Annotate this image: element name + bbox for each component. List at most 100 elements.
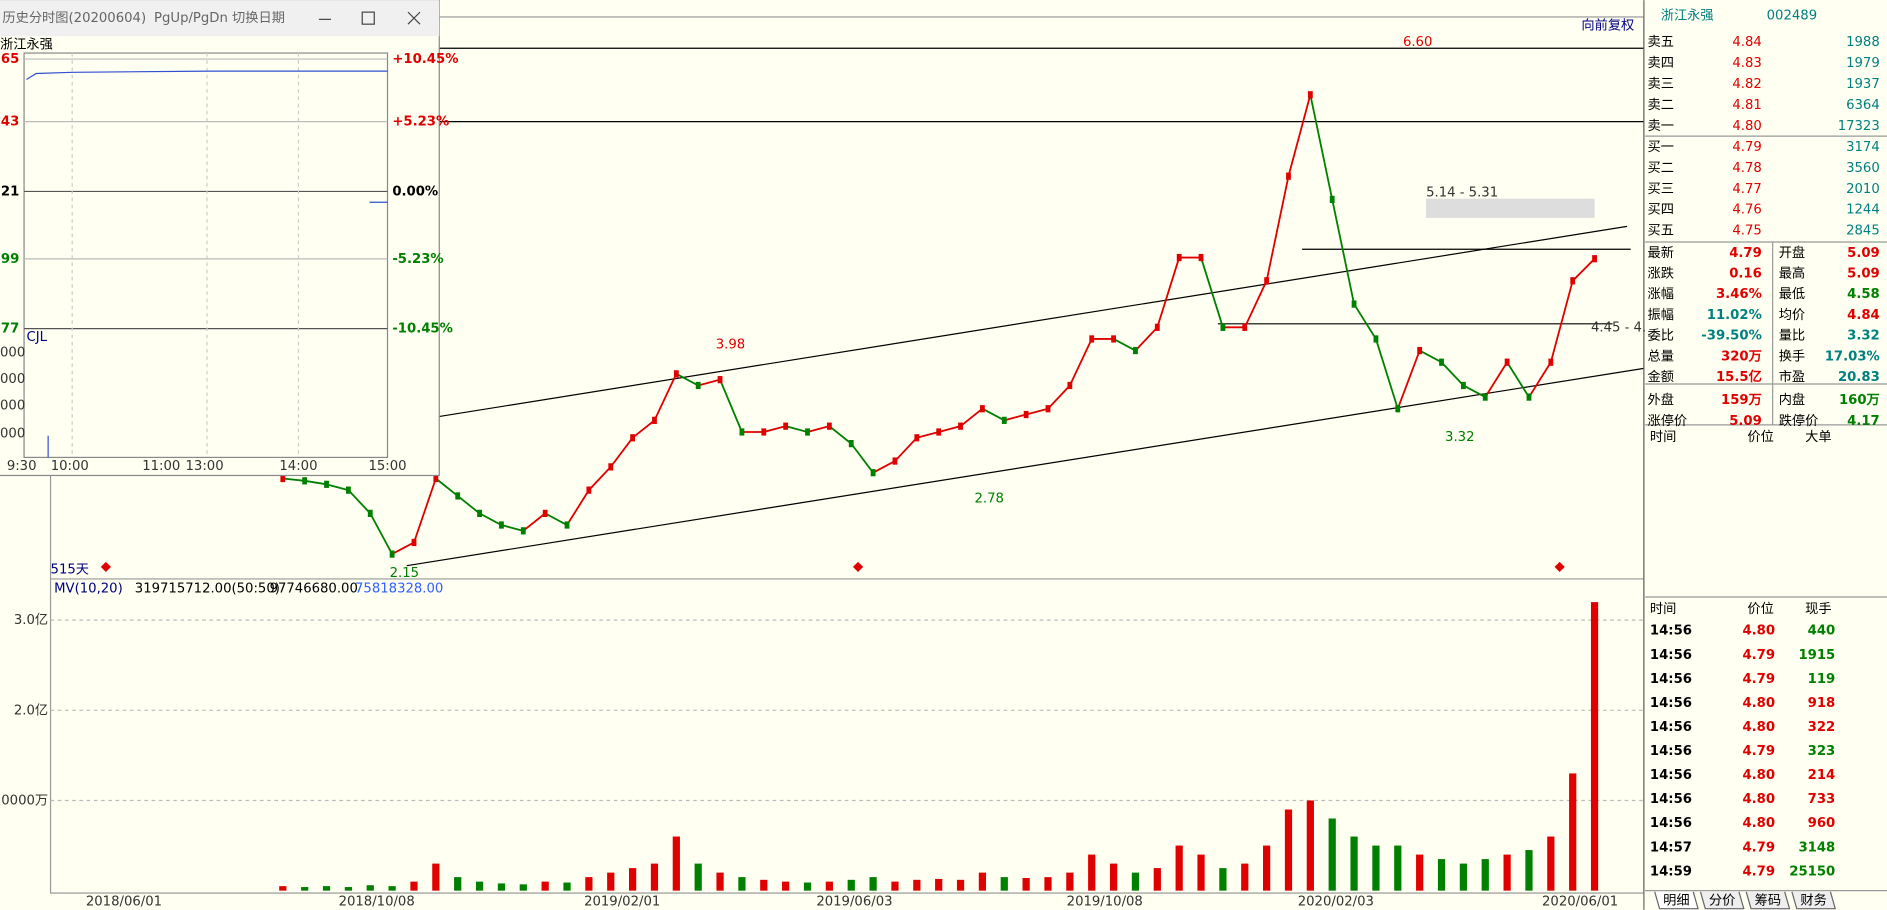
- book-label: 卖二: [1648, 97, 1674, 113]
- table-header: 大单: [1805, 429, 1831, 445]
- price-candle: [848, 440, 854, 448]
- trade-volume: 3148: [1798, 840, 1835, 855]
- price-segment: [413, 478, 437, 543]
- price-segment: [894, 437, 918, 462]
- price-candle: [433, 474, 439, 483]
- volume-bar: [825, 881, 833, 891]
- volume-bar: [650, 863, 659, 891]
- price-segment: [1572, 258, 1596, 282]
- volume-bar: [1131, 872, 1140, 891]
- tab-label[interactable]: 分价: [1709, 892, 1735, 908]
- volume-bar: [563, 882, 571, 891]
- price-candle: [1307, 91, 1313, 99]
- trade-time: 14:56: [1650, 792, 1692, 807]
- price-segment: [959, 408, 983, 427]
- period-label: 515天: [51, 562, 89, 577]
- indicator-value: 75818328.00: [355, 582, 443, 597]
- book-volume: 2010: [1846, 182, 1880, 197]
- volume-bar: [1153, 868, 1161, 891]
- trade-price: 4.80: [1742, 624, 1775, 639]
- popup-time: 13:00: [186, 459, 224, 474]
- tab-label[interactable]: 明细: [1663, 892, 1689, 908]
- table-header: 时间: [1650, 601, 1676, 617]
- price-candle: [1526, 393, 1532, 401]
- popup-titlebar: [0, 0, 440, 37]
- stat-label: 市盈: [1779, 368, 1805, 385]
- book-price: 4.84: [1732, 35, 1761, 50]
- stat-value: 11.02%: [1707, 308, 1762, 323]
- date-label: 2019/02/01: [584, 894, 660, 909]
- volume-bar: [1197, 854, 1205, 891]
- book-label: 卖四: [1648, 55, 1674, 71]
- intraday-line: [26, 70, 388, 81]
- trade-price: 4.80: [1742, 768, 1775, 783]
- price-segment: [1484, 361, 1508, 398]
- volume-bar: [1241, 863, 1249, 891]
- price-segment: [304, 479, 327, 486]
- popup-pct-label: 0.00%: [392, 184, 438, 199]
- trade-price: 4.80: [1742, 792, 1775, 807]
- book-price: 4.75: [1732, 224, 1761, 239]
- trade-price: 4.80: [1742, 696, 1775, 711]
- price-segment: [566, 489, 590, 526]
- price-candle: [1482, 393, 1488, 401]
- price-segment: [785, 425, 808, 433]
- trade-volume: 440: [1808, 624, 1836, 639]
- stat-value: 3.46%: [1716, 287, 1762, 302]
- volume-bar: [1219, 868, 1227, 891]
- price-segment: [544, 512, 568, 526]
- stat-label: 最低: [1779, 286, 1805, 302]
- price-candle: [542, 509, 548, 517]
- stock-name: 浙江永强: [1661, 8, 1714, 24]
- price-candle: [1220, 323, 1226, 331]
- price-candle: [367, 509, 373, 517]
- price-candle: [1351, 300, 1357, 308]
- book-volume: 17323: [1838, 119, 1880, 134]
- price-candle: [1286, 172, 1291, 180]
- channel-line: [409, 225, 1628, 422]
- price-segment: [763, 425, 786, 433]
- volume-bar: [344, 887, 353, 891]
- restore-label: 向前复权: [1581, 16, 1634, 33]
- volume-bar: [956, 879, 965, 891]
- popup-hint: PgUp/PgDn 切换日期: [154, 10, 285, 26]
- book-volume: 1244: [1846, 203, 1880, 218]
- price-segment: [326, 483, 349, 492]
- price-candle: [739, 428, 745, 436]
- trade-volume: 918: [1808, 696, 1836, 711]
- popup-price-label: .21: [0, 184, 19, 199]
- popup-volume-tick: 000: [0, 346, 25, 361]
- price-candle: [1395, 405, 1401, 413]
- tab-label[interactable]: 财务: [1800, 892, 1826, 908]
- y-tick-label: 3.0亿: [14, 612, 48, 628]
- trade-time: 14:56: [1650, 720, 1692, 735]
- price-segment: [1419, 349, 1442, 364]
- book-volume: 1988: [1846, 35, 1880, 50]
- book-label: 卖一: [1648, 118, 1674, 134]
- volume-bar: [1569, 773, 1577, 891]
- indicator-name: MV(10,20): [54, 582, 123, 597]
- volume-bar: [1394, 845, 1402, 891]
- volume-bar: [1437, 859, 1446, 891]
- volume-bar: [585, 877, 593, 891]
- stat-label: 涨停价: [1648, 412, 1688, 429]
- volume-bar: [782, 881, 790, 891]
- trade-price: 4.79: [1742, 864, 1775, 879]
- volume-bar: [1175, 845, 1183, 891]
- price-segment: [807, 425, 830, 433]
- price-candle: [761, 428, 767, 436]
- date-label: 2020/06/01: [1542, 894, 1618, 909]
- price-candle: [1329, 195, 1335, 204]
- trade-price: 4.80: [1742, 720, 1775, 735]
- price-candle: [1045, 405, 1051, 413]
- tab-label[interactable]: 筹码: [1755, 891, 1781, 908]
- price-annotation: 3.98: [716, 337, 745, 352]
- book-volume: 3174: [1846, 140, 1880, 155]
- price-segment: [1375, 338, 1399, 409]
- book-volume: 2845: [1846, 224, 1880, 239]
- price-segment: [1506, 361, 1530, 398]
- price-segment: [610, 437, 634, 468]
- price-segment: [501, 524, 524, 532]
- stat-value: 5.09: [1847, 246, 1880, 261]
